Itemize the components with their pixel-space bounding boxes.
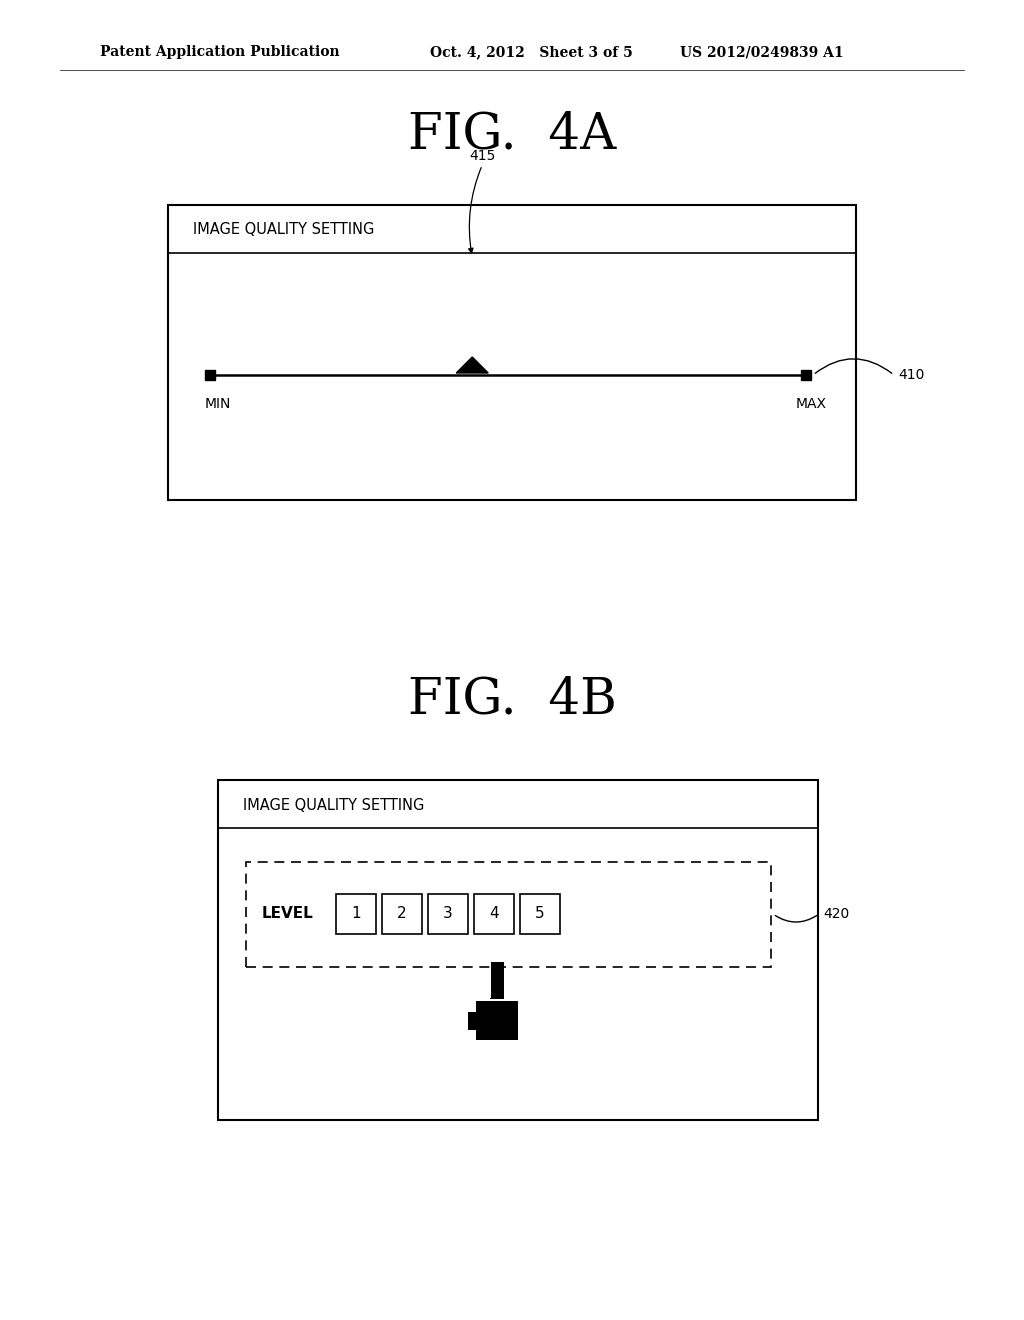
Bar [168, 205, 856, 500]
Text: US 2012/0249839 A1: US 2012/0249839 A1 [680, 45, 844, 59]
Bar [506, 1002, 516, 1016]
Bar [490, 962, 504, 1001]
Text: Patent Application Publication: Patent Application Publication [100, 45, 340, 59]
Bar [382, 894, 422, 935]
Bar [474, 894, 514, 935]
Text: 4: 4 [489, 907, 499, 921]
Text: FIG.  4B: FIG. 4B [408, 676, 616, 725]
Text: Oct. 4, 2012   Sheet 3 of 5: Oct. 4, 2012 Sheet 3 of 5 [430, 45, 633, 59]
Bar [205, 370, 215, 380]
Bar [336, 894, 376, 935]
Bar [428, 894, 468, 935]
Bar [801, 370, 811, 380]
FancyArrowPatch shape [815, 359, 892, 374]
Bar [468, 1012, 478, 1030]
Text: 420: 420 [823, 907, 849, 921]
Text: MIN: MIN [205, 397, 231, 411]
Bar [484, 1001, 511, 1008]
Polygon shape [457, 356, 488, 374]
Text: FIG.  4A: FIG. 4A [408, 111, 616, 160]
Text: 2: 2 [397, 907, 407, 921]
Bar [478, 1001, 488, 1014]
Bar [492, 998, 503, 1002]
Text: MAX: MAX [796, 397, 827, 411]
Bar [246, 862, 771, 968]
Text: 415: 415 [469, 149, 496, 162]
Text: 1: 1 [351, 907, 360, 921]
Bar [490, 998, 500, 1012]
Text: LEVEL: LEVEL [262, 907, 313, 921]
Text: IMAGE QUALITY SETTING: IMAGE QUALITY SETTING [243, 797, 424, 813]
FancyArrowPatch shape [775, 916, 817, 923]
Bar [476, 999, 518, 1001]
FancyArrowPatch shape [469, 168, 481, 253]
Bar [476, 1001, 518, 1040]
Bar [218, 780, 818, 1119]
Bar [520, 894, 560, 935]
Text: 3: 3 [443, 907, 453, 921]
Text: IMAGE QUALITY SETTING: IMAGE QUALITY SETTING [193, 223, 375, 238]
Text: 5: 5 [536, 907, 545, 921]
Text: 410: 410 [898, 368, 925, 381]
